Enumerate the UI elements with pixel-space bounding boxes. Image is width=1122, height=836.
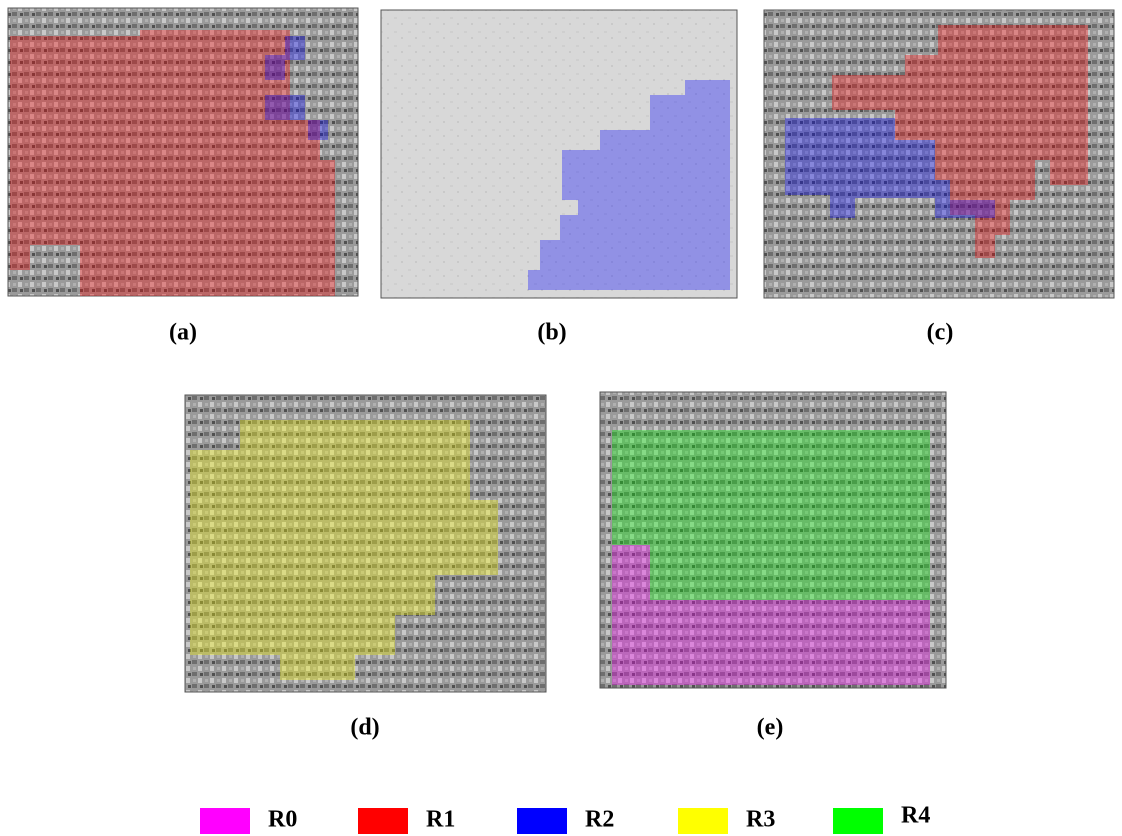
legend: R0 R1 R2 R3 R4 xyxy=(200,803,930,835)
panel-label: (d) xyxy=(350,715,379,741)
legend-swatch xyxy=(200,808,250,834)
legend-label: R0 xyxy=(268,807,297,833)
overlay xyxy=(265,95,305,120)
legend-label: R3 xyxy=(746,807,775,833)
panel-label: (a) xyxy=(169,320,197,346)
legend-label: R4 xyxy=(901,803,930,829)
legend-swatch xyxy=(833,808,883,834)
panel-label: (b) xyxy=(537,320,566,346)
figure: (a) (b) (c) (d) (e) R0 R1 R2 R3 R4 xyxy=(0,0,1122,836)
legend-swatch xyxy=(678,808,728,834)
legend-swatch xyxy=(358,808,408,834)
legend-label: R2 xyxy=(585,807,614,833)
panel-label: (c) xyxy=(927,320,954,346)
legend-swatch xyxy=(517,808,567,834)
overlay xyxy=(308,120,328,140)
panel-label: (e) xyxy=(757,715,784,741)
legend-label: R1 xyxy=(426,807,455,833)
overlay xyxy=(612,430,930,600)
